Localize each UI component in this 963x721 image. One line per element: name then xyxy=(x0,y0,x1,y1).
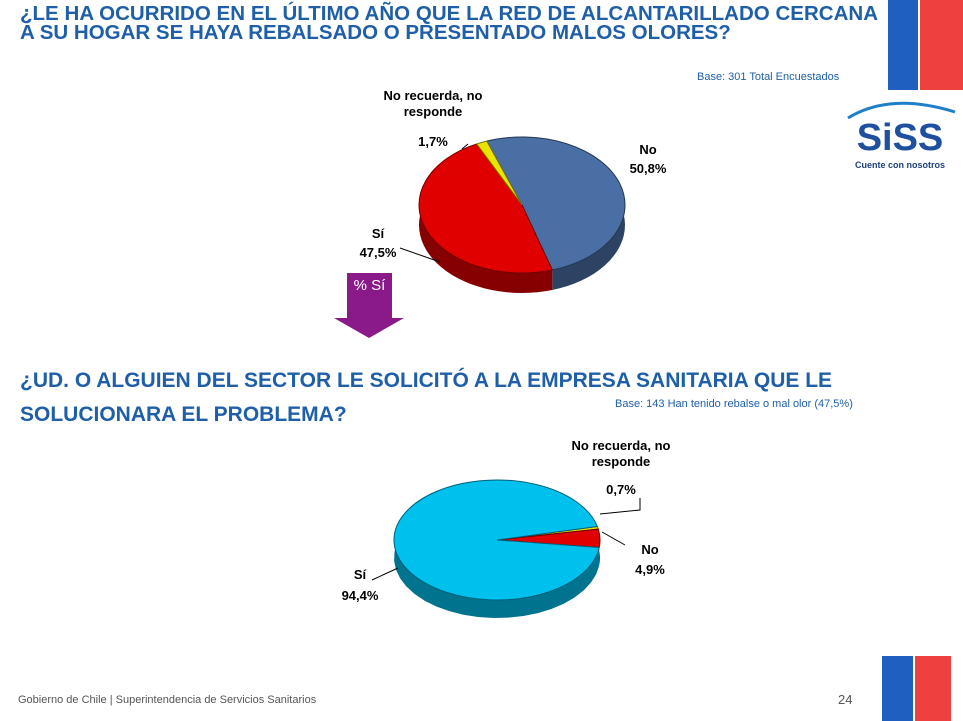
leader-line xyxy=(371,567,399,581)
category-label: No recuerda, no responde xyxy=(571,438,671,469)
value-label: 47,5% xyxy=(359,245,397,260)
pie-slice xyxy=(393,479,600,601)
value-label: 50,8% xyxy=(629,161,667,176)
footer: Gobierno de Chile | Superintendencia de … xyxy=(18,694,317,706)
value-label: 1,7% xyxy=(418,134,448,149)
flag-blue xyxy=(888,0,918,90)
category-label: No recuerda, no responde xyxy=(383,88,483,119)
logo-name: SiSS xyxy=(857,117,944,159)
title: ¿UD. O ALGUIEN DEL SECTOR LE SOLICITÓ A … xyxy=(20,369,833,426)
arrow-label: % Sí xyxy=(353,277,386,294)
category-label: Sí xyxy=(353,567,367,582)
category-label: No xyxy=(641,542,659,557)
value-label: 0,7% xyxy=(606,482,636,497)
title: ¿LE HA OCURRIDO EN EL ÚLTIMO AÑO QUE LA … xyxy=(20,2,878,44)
value-label: 94,4% xyxy=(341,588,379,603)
leader-line xyxy=(399,247,441,263)
category-label: No xyxy=(639,142,657,157)
subtitle: Base: 143 Han tenido rebalse o mal olor … xyxy=(615,398,853,410)
leader-line xyxy=(461,143,469,150)
category-label: Sí xyxy=(371,226,385,241)
flag-red xyxy=(920,0,963,90)
pie-slice xyxy=(418,143,554,274)
logo-slogan: Cuente con nosotros xyxy=(855,160,945,170)
page-number: 24 xyxy=(838,692,853,707)
pie-slice xyxy=(486,136,626,271)
subtitle: Base: 301 Total Encuestados xyxy=(697,71,840,83)
logo-arc xyxy=(847,101,956,120)
flag-red xyxy=(915,656,951,721)
value-label: 4,9% xyxy=(635,562,665,577)
flag-blue xyxy=(882,656,913,721)
pie-slice xyxy=(475,140,523,206)
arrow xyxy=(334,273,404,338)
leader-line xyxy=(601,531,626,546)
leader-line xyxy=(599,498,641,515)
